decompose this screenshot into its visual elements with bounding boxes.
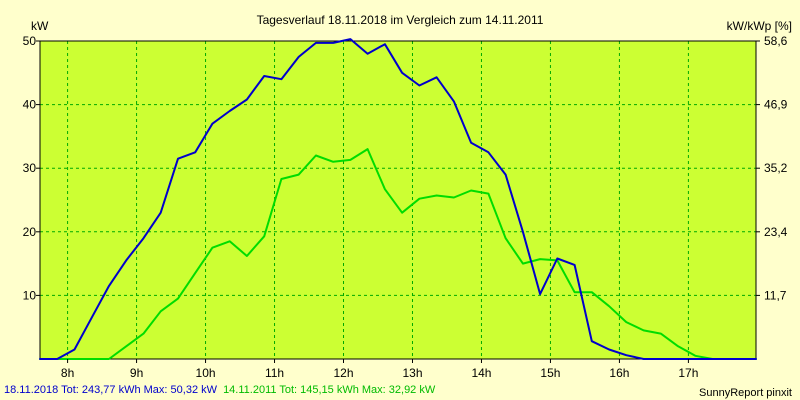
y-axis-label-right: kW/kWp [%] [727,19,792,33]
y-axis-label-left: kW [31,19,49,33]
series-line-14.11.2011 [39,148,757,360]
x-tick-label: 9h [130,366,143,380]
chart-title: Tagesverlauf 18.11.2018 im Vergleich zum… [257,13,544,27]
tick-labels: 8h 9h 10h 11h 12h 13h 14h 15h 16h 17h 10 20 30 40 50 11… [23,34,788,380]
footer-stats: 18.11.2018 Tot: 243,77 kWh Max: 50,32 kW… [4,384,436,396]
y-tick-label-right: 58,6 [764,34,788,48]
x-tick-label: 10h [196,366,216,380]
series-line-18.11.2018 [39,38,757,360]
footer-series-1: 18.11.2018 Tot: 243,77 kWh Max: 50,32 kW [4,384,218,396]
x-tick-label: 16h [609,366,629,380]
x-tick-label: 17h [678,366,698,380]
series-group [39,38,757,360]
x-tick-label: 14h [471,366,491,380]
y-tick-label-left: 50 [23,34,37,48]
y-tick-label-right: 23,4 [764,225,788,239]
x-tick-label: 12h [333,366,353,380]
footer-series-2: 14.11.2011 Tot: 145,15 kWh Max: 32,92 kW [223,384,436,396]
x-tick-label: 11h [265,366,284,380]
plot-area [40,41,756,359]
y-tick-label-left: 20 [23,225,37,239]
x-tick-label: 13h [402,366,422,380]
x-tick-label: 15h [540,366,560,380]
y-tick-label-left: 10 [23,288,37,302]
plot-border [39,40,757,360]
y-tick-label-right: 35,2 [764,161,788,175]
x-tick-label: 8h [61,366,74,380]
credit: SunnyReport pinxit [699,387,792,399]
y-tick-label-left: 30 [23,161,37,175]
y-tick-label-left: 40 [23,98,37,112]
y-tick-label-right: 11,7 [764,288,787,302]
y-tick-label-right: 46,9 [764,98,788,112]
